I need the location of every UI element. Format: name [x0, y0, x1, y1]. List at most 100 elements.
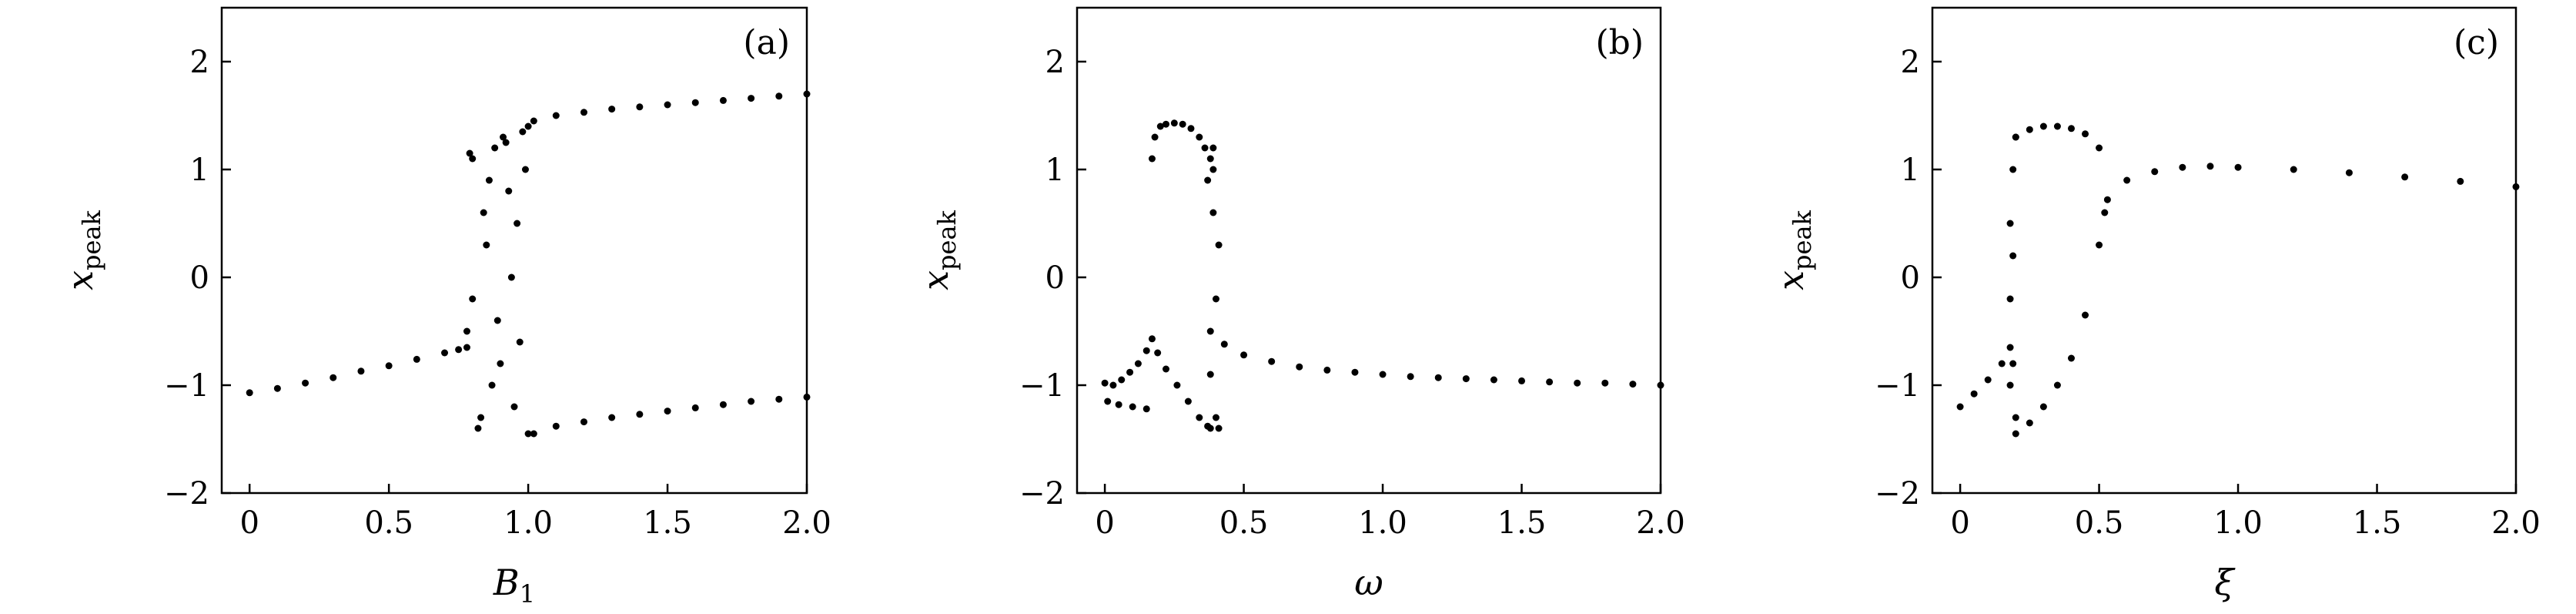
data-point — [510, 403, 518, 411]
data-point — [1209, 144, 1217, 152]
data-point — [1220, 341, 1228, 348]
data-point — [2067, 354, 2075, 362]
x-axis-label-main: ξ — [2214, 562, 2236, 603]
data-point — [1154, 349, 1162, 357]
series-b-1 — [1101, 335, 1156, 389]
data-point — [803, 90, 811, 98]
x-tick-label: 2.0 — [2491, 505, 2541, 541]
data-point — [552, 112, 560, 119]
data-point — [1268, 357, 1276, 365]
data-point — [2206, 163, 2214, 170]
data-point — [636, 103, 644, 111]
data-point — [691, 99, 699, 106]
data-point — [1240, 351, 1248, 359]
data-point — [2401, 173, 2409, 181]
data-point — [491, 144, 499, 152]
data-point — [1215, 241, 1223, 249]
series-a-1 — [246, 344, 470, 397]
data-point — [608, 106, 616, 113]
x-tick-label: 1.5 — [2353, 505, 2402, 541]
y-tick-label: −2 — [1019, 476, 1065, 512]
data-point — [1323, 366, 1331, 374]
data-point — [1173, 381, 1181, 389]
x-tick-label: 1.0 — [1358, 505, 1407, 541]
data-point — [2067, 125, 2075, 133]
data-point — [1104, 398, 1112, 405]
y-tick-label: 1 — [190, 153, 209, 188]
data-point — [719, 96, 727, 104]
data-point — [1296, 363, 1303, 371]
y-tick-label: 2 — [190, 45, 209, 80]
x-tick-label: 1.0 — [2213, 505, 2263, 541]
x-axis-label: B1 — [493, 562, 535, 609]
data-point — [1206, 424, 1214, 432]
x-tick-label: 0.5 — [364, 505, 413, 541]
data-point — [2123, 176, 2131, 184]
data-point — [2179, 163, 2186, 171]
data-point — [2101, 209, 2109, 216]
data-point — [524, 430, 532, 438]
data-point — [1379, 371, 1387, 378]
data-point — [1151, 133, 1159, 141]
x-tick-label: 2.0 — [782, 505, 831, 541]
data-point — [2290, 166, 2297, 173]
data-point — [2096, 241, 2103, 249]
data-point — [1196, 133, 1203, 141]
data-point — [1574, 379, 1581, 387]
data-point — [1956, 403, 1964, 411]
y-axis-label-sub: peak — [932, 210, 962, 270]
series-b-2 — [1104, 398, 1150, 413]
y-axis-label: xpeak — [915, 210, 962, 290]
data-point — [2053, 381, 2061, 389]
y-tick-label: 2 — [1045, 45, 1065, 80]
data-point — [2026, 419, 2033, 427]
data-point — [500, 133, 507, 141]
series-b-4 — [1154, 349, 1214, 432]
data-point — [330, 374, 337, 381]
data-point — [246, 389, 253, 397]
data-point — [2082, 130, 2089, 138]
data-point — [1970, 390, 1978, 398]
data-point — [1998, 360, 2006, 367]
y-axis-label-main: x — [1770, 270, 1812, 290]
y-tick-label: 1 — [1901, 153, 1920, 188]
data-point — [463, 344, 470, 351]
data-point — [2039, 403, 2047, 411]
data-point — [1212, 295, 1219, 303]
data-point — [302, 379, 309, 387]
data-point — [483, 241, 490, 249]
data-point — [1170, 119, 1178, 127]
x-tick-label: 0.5 — [2075, 505, 2124, 541]
data-point — [2009, 252, 2017, 260]
data-point — [2012, 430, 2019, 438]
series-b-6 — [1220, 341, 1664, 389]
x-tick-label: 1.5 — [1497, 505, 1547, 541]
data-point — [474, 424, 482, 432]
series-c-3 — [2012, 122, 2103, 152]
data-point — [1201, 144, 1209, 152]
data-point — [636, 411, 644, 418]
series-a-2 — [463, 122, 532, 438]
x-tick-label: 0 — [239, 505, 259, 541]
data-point — [580, 418, 587, 426]
panel-label: (b) — [1596, 23, 1644, 62]
x-axis-label-main: B — [493, 562, 520, 603]
data-point — [466, 149, 473, 157]
data-point — [1204, 176, 1212, 184]
data-point — [2345, 169, 2353, 176]
data-point — [1462, 375, 1470, 383]
y-axis-label-main: x — [59, 270, 101, 290]
data-point — [2082, 311, 2089, 319]
data-point — [1179, 120, 1186, 128]
plot-frame — [1931, 6, 2517, 495]
data-point — [2234, 163, 2242, 171]
x-tick-label: 0 — [1095, 505, 1114, 541]
data-point — [514, 220, 521, 227]
series-c-4 — [2012, 209, 2109, 438]
data-point — [1142, 347, 1150, 354]
data-point — [719, 401, 727, 408]
data-point — [1187, 125, 1195, 133]
data-point — [497, 360, 504, 367]
panel-c: 0 0.5 1.0 1.5 2.0 −2 −1 0 1 2 (c) ξ xpeak — [1770, 6, 2541, 603]
